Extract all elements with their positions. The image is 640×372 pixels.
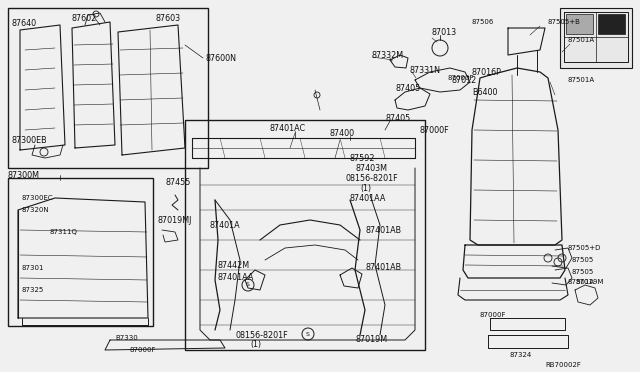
Bar	[598, 14, 625, 34]
Text: RB70002F: RB70002F	[545, 362, 581, 368]
Text: 87603: 87603	[155, 13, 180, 22]
Text: 87300EB: 87300EB	[12, 135, 47, 144]
Text: 87019M: 87019M	[355, 336, 387, 344]
Text: 87300EC: 87300EC	[22, 195, 54, 201]
Text: 87405: 87405	[395, 83, 420, 93]
Text: 87331N: 87331N	[410, 65, 441, 74]
Text: 87012: 87012	[452, 76, 477, 84]
Text: 08156-8201F: 08156-8201F	[235, 330, 287, 340]
Bar	[8, 178, 153, 326]
Bar	[185, 120, 425, 350]
Text: 87505: 87505	[572, 257, 595, 263]
Text: 87501A: 87501A	[568, 37, 595, 43]
Text: 87401AB: 87401AB	[365, 263, 401, 273]
Text: 87400: 87400	[330, 128, 355, 138]
Text: 87505+B: 87505+B	[548, 19, 581, 25]
Text: 87401AA: 87401AA	[350, 193, 387, 202]
Text: 87000F: 87000F	[420, 125, 450, 135]
Text: 87320N: 87320N	[22, 207, 50, 213]
Bar	[566, 14, 593, 34]
Circle shape	[302, 328, 314, 340]
Text: S: S	[306, 331, 310, 337]
Bar	[560, 8, 632, 68]
Text: 87505+D: 87505+D	[568, 245, 602, 251]
Text: 87501A: 87501A	[568, 279, 595, 285]
Text: 87505: 87505	[572, 269, 595, 275]
Text: 87019M: 87019M	[575, 279, 604, 285]
Text: 08156-8201F: 08156-8201F	[345, 173, 397, 183]
Text: 87324: 87324	[510, 352, 532, 358]
Text: 87403M: 87403M	[355, 164, 387, 173]
Text: 87332M: 87332M	[372, 51, 404, 60]
Text: 87401A: 87401A	[210, 221, 241, 230]
Bar	[8, 8, 208, 168]
Text: 87405: 87405	[385, 113, 410, 122]
Text: 87640: 87640	[12, 19, 37, 28]
Text: 87300M: 87300M	[8, 170, 40, 180]
Text: 87000F: 87000F	[448, 75, 474, 81]
Circle shape	[242, 279, 254, 291]
Text: 87019MJ: 87019MJ	[158, 215, 193, 224]
Text: B7330: B7330	[115, 335, 138, 341]
Text: (1): (1)	[360, 183, 371, 192]
Text: 87000F: 87000F	[130, 347, 157, 353]
Text: B6400: B6400	[472, 87, 497, 96]
Text: 87311Q: 87311Q	[50, 229, 78, 235]
Text: 87442M: 87442M	[218, 260, 250, 269]
Text: 87401AB: 87401AB	[365, 225, 401, 234]
Text: 87401AC: 87401AC	[270, 124, 306, 132]
Text: 87016P: 87016P	[472, 67, 502, 77]
Text: 87455: 87455	[165, 177, 190, 186]
Text: S: S	[246, 282, 250, 288]
Text: 87501A: 87501A	[568, 77, 595, 83]
Text: 87602: 87602	[72, 13, 97, 22]
Text: 87506: 87506	[472, 19, 494, 25]
Text: 87600N: 87600N	[205, 54, 236, 62]
Text: 87013: 87013	[432, 28, 457, 36]
Text: 87000F: 87000F	[480, 312, 506, 318]
Text: 87592: 87592	[350, 154, 376, 163]
Text: (1): (1)	[250, 340, 261, 350]
Text: 87401AA: 87401AA	[218, 273, 254, 282]
Text: 87325: 87325	[22, 287, 44, 293]
Text: 87301: 87301	[22, 265, 45, 271]
